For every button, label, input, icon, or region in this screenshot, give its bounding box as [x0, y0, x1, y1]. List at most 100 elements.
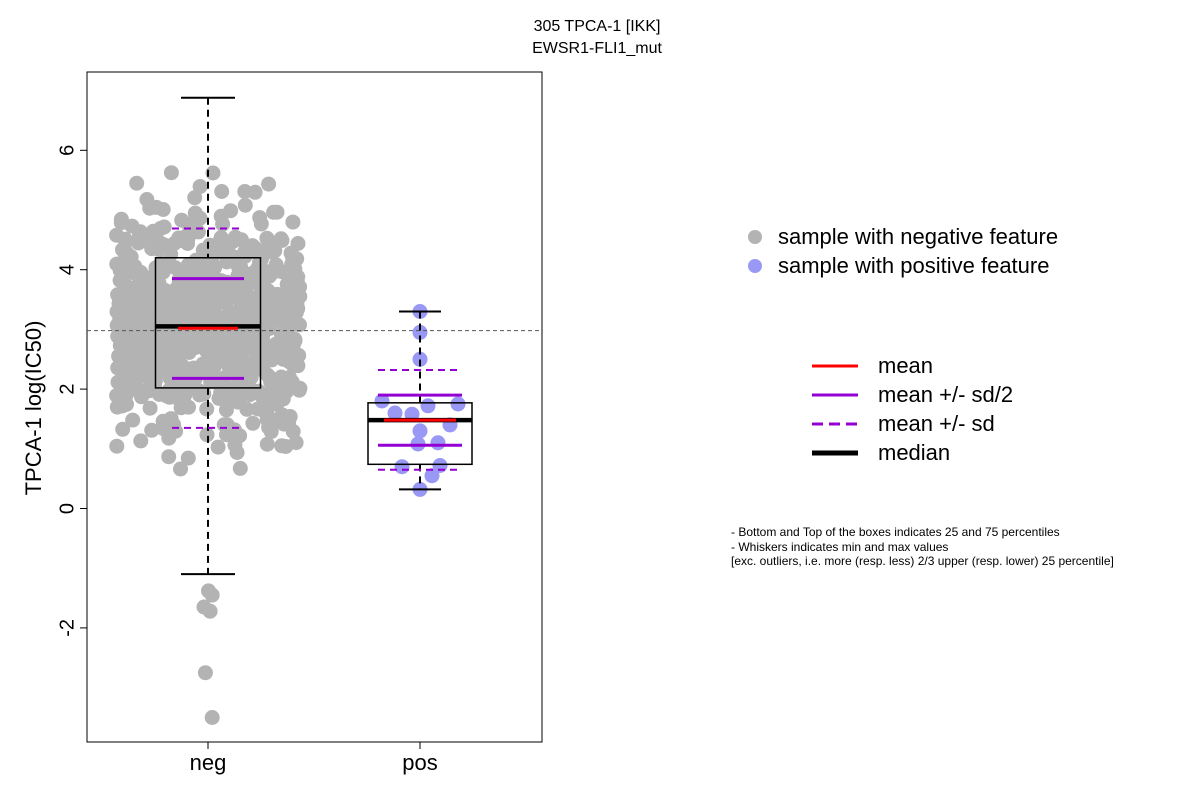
neg-sample-point — [227, 422, 242, 438]
pos-sample-point — [424, 468, 440, 484]
neg-sample-point — [221, 382, 237, 398]
pos-sample-point — [412, 423, 428, 439]
neg-sample-point — [238, 271, 254, 287]
neg-sample-point — [187, 190, 203, 206]
neg-sample-point — [245, 415, 261, 431]
neg-sample-point — [191, 307, 207, 323]
legend-label-mean: mean — [878, 352, 934, 378]
neg-sample-point — [199, 427, 215, 443]
neg-sample-point — [115, 289, 131, 304]
line-legend: mean mean +/- sd/2 mean +/- sd median — [812, 351, 1013, 467]
neg-sample-point — [204, 587, 220, 603]
neg-sample-point — [203, 253, 219, 269]
neg-sample-point — [115, 256, 131, 272]
neg-sample-point — [192, 179, 208, 194]
neg-sample-point — [151, 275, 167, 291]
neg-sample-point — [262, 237, 278, 253]
neg-sample-point — [260, 367, 276, 383]
neg-sample-point — [130, 322, 146, 337]
legend-label-half-sd: mean +/- sd/2 — [878, 381, 1014, 407]
neg-sample-point — [118, 233, 134, 249]
neg-sample-point — [158, 260, 174, 275]
neg-sample-point — [167, 293, 182, 309]
neg-sample-point — [163, 165, 179, 181]
purple-line-icon — [812, 393, 858, 396]
neg-sample-point — [156, 219, 172, 235]
neg-sample-point — [161, 449, 177, 465]
pos-sample-point — [374, 393, 390, 409]
neg-sample-point — [165, 331, 181, 346]
legend-label-median: median — [878, 439, 951, 465]
pos-sample-point — [412, 351, 428, 367]
neg-sample-point — [239, 401, 255, 417]
notes: - Bottom and Top of the boxes indicates … — [731, 525, 1114, 569]
neg-sample-point — [205, 165, 221, 181]
neg-sample-point — [229, 445, 245, 460]
neg-sample-point — [175, 390, 191, 406]
neg-sample-point — [148, 199, 164, 215]
neg-sample-point — [142, 400, 158, 416]
neg-sample-point — [174, 212, 190, 228]
neg-sample-point — [259, 436, 275, 452]
neg-sample-point — [234, 361, 250, 377]
neg-sample-point — [115, 421, 131, 437]
neg-sample-point — [172, 233, 188, 248]
y-tick-label: 0 — [56, 503, 78, 514]
neg-sample-point — [259, 412, 275, 428]
neg-sample-point — [255, 348, 271, 364]
neg-sample-point — [129, 363, 145, 379]
pos-sample-point — [412, 324, 428, 340]
neg-sample-point — [226, 305, 242, 321]
neg-sample-point — [212, 233, 228, 249]
legend-item-half-sd: mean +/- sd/2 — [812, 380, 1013, 409]
chart-subtitle: EWSR1-FLI1_mut — [532, 40, 662, 57]
neg-sample-point — [202, 288, 218, 304]
neg-sample-point — [261, 176, 277, 192]
neg-sample-point — [133, 433, 149, 449]
neg-sample-point — [285, 214, 301, 230]
neg-sample-point — [227, 229, 243, 245]
neg-sample-point — [139, 300, 155, 316]
legend-item-median: median — [812, 438, 1013, 467]
gray-dot-icon — [748, 229, 762, 244]
neg-sample-point — [241, 373, 257, 389]
y-axis-title: TPCA-1 log(IC50) — [21, 320, 46, 496]
neg-sample-point — [288, 304, 304, 320]
neg-sample-point — [144, 422, 160, 438]
neg-sample-point — [266, 204, 282, 220]
pos-sample-point — [420, 398, 436, 414]
neg-sample-point — [231, 259, 246, 275]
neg-sample-point — [137, 348, 153, 364]
legend-item-positive: sample with positive feature — [748, 251, 1058, 280]
neg-sample-point — [125, 412, 141, 428]
neg-sample-point — [210, 439, 226, 455]
neg-sample-point — [137, 272, 152, 288]
neg-sample-point — [237, 197, 253, 213]
neg-sample-point — [202, 603, 218, 619]
neg-sample-point — [232, 460, 248, 476]
neg-sample-point — [117, 305, 133, 321]
neg-sample-point — [276, 416, 292, 432]
neg-sample-point — [281, 346, 297, 362]
plot-frame — [86, 71, 543, 743]
neg-sample-point — [214, 184, 230, 199]
neg-sample-point — [156, 237, 172, 253]
iqr-box — [367, 402, 473, 466]
neg-sample-point — [126, 339, 142, 355]
neg-sample-point — [274, 232, 290, 248]
neg-sample-point — [238, 245, 254, 261]
neg-sample-point — [192, 383, 208, 399]
neg-sample-point — [173, 461, 188, 477]
neg-sample-point — [204, 710, 220, 725]
neg-sample-point — [191, 364, 207, 380]
neg-sample-point — [134, 389, 149, 405]
neg-sample-point — [113, 211, 129, 227]
legend-label-sd: mean +/- sd — [878, 410, 995, 436]
y-tick-label: 2 — [56, 384, 78, 395]
neg-sample-point — [292, 380, 308, 396]
neg-sample-point — [187, 205, 203, 221]
neg-sample-point — [234, 388, 250, 404]
neg-sample-point — [253, 216, 269, 232]
neg-sample-point — [261, 268, 277, 284]
red-line-icon — [812, 364, 858, 367]
